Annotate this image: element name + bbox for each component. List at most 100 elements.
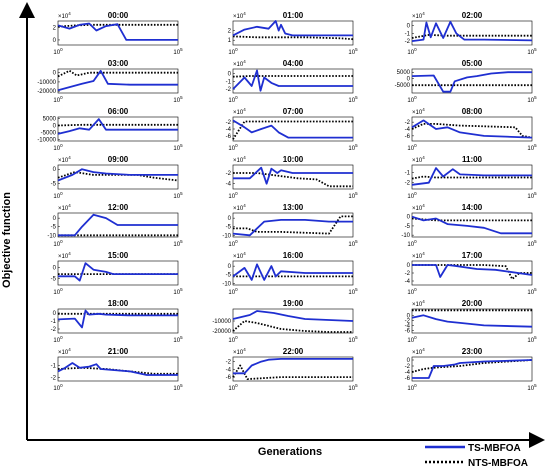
x-tick-exponent: 5 [180, 191, 183, 196]
y-tick-label: -4 [226, 182, 232, 188]
ts-mbfoa-line [411, 215, 532, 235]
x-tick-label: 100 [53, 47, 63, 56]
panel-title: 16:00 [283, 251, 304, 260]
x-tick-exponent: 0 [60, 47, 63, 52]
y-tick-label: -5 [226, 225, 232, 231]
y-multiplier: ×104 [58, 11, 71, 20]
nts-mbfoa-line [233, 172, 353, 188]
x-tick-label: 105 [173, 383, 183, 392]
nts-mbfoa-line [232, 320, 353, 333]
x-tick-label: 100 [53, 287, 63, 296]
y-tick-label: 0 [228, 72, 232, 78]
y-multiplier-exponent: 4 [243, 59, 246, 64]
y-multiplier-exponent: 4 [68, 251, 71, 256]
x-tick-exponent: 5 [355, 47, 358, 52]
y-multiplier-exponent: 4 [422, 11, 425, 16]
x-tick-exponent: 5 [180, 383, 183, 388]
y-tick-label: 0 [407, 24, 411, 30]
nts-mbfoa-line [57, 171, 179, 182]
panel-2200: 22:00 ×104-2-4 -6 100 105 [226, 347, 358, 392]
x-tick-exponent: 0 [235, 47, 238, 52]
x-tick-label: 100 [53, 95, 63, 104]
panel-title: 19:00 [283, 299, 304, 308]
nts-mbfoa-line [411, 217, 532, 222]
panel-title: 06:00 [108, 107, 129, 116]
x-tick-label: 105 [527, 47, 537, 56]
x-tick-exponent: 5 [355, 287, 358, 292]
x-tick-exponent: 5 [534, 287, 537, 292]
x-tick-exponent: 0 [235, 239, 238, 244]
y-multiplier: ×104 [412, 251, 425, 260]
y-tick-label: 0 [53, 216, 57, 222]
y-tick-label: -2 [226, 87, 232, 93]
panel-title: 04:00 [283, 59, 304, 68]
y-tick-label: -2 [226, 171, 232, 177]
x-tick-exponent: 5 [355, 95, 358, 100]
y-tick-label: -6 [405, 376, 411, 382]
x-tick-label: 100 [407, 191, 417, 200]
ts-mbfoa-line [57, 22, 178, 41]
x-tick-label: 100 [407, 95, 417, 104]
x-tick-label: 105 [348, 287, 358, 296]
y-tick-label: -4 [226, 127, 232, 133]
panel-title: 11:00 [462, 155, 483, 164]
x-tick-label: 105 [173, 143, 183, 152]
x-tick-label: 100 [228, 239, 238, 248]
panel-frame [232, 20, 354, 46]
nts-mbfoa-line [411, 123, 533, 139]
x-tick-exponent: 5 [534, 383, 537, 388]
y-tick-label: -6 [405, 328, 411, 334]
panel-frame [57, 68, 179, 94]
y-multiplier: ×104 [58, 251, 71, 260]
x-tick-label: 105 [348, 335, 358, 344]
x-tick-exponent: 0 [414, 95, 417, 100]
x-tick-label: 100 [53, 239, 63, 248]
ts-mbfoa-line [57, 362, 178, 376]
y-tick-label: 0 [228, 264, 232, 270]
x-tick-exponent: 0 [60, 335, 63, 340]
ts-mbfoa-line [233, 166, 353, 185]
y-multiplier-exponent: 4 [68, 203, 71, 208]
y-tick-label: 0 [407, 77, 411, 83]
y-tick-label: 0 [228, 216, 232, 222]
x-tick-exponent: 0 [235, 143, 238, 148]
y-tick-label: 0 [407, 263, 411, 269]
panel-1800: 18:00 0 -1 -2 100 105 [51, 299, 183, 344]
x-tick-label: 100 [407, 47, 417, 56]
y-tick-label: 2 [228, 29, 232, 35]
y-multiplier-exponent: 4 [243, 203, 246, 208]
x-tick-exponent: 5 [180, 335, 183, 340]
x-tick-label: 100 [228, 47, 238, 56]
x-tick-label: 105 [527, 239, 537, 248]
x-tick-label: 100 [407, 143, 417, 152]
x-tick-exponent: 5 [355, 143, 358, 148]
legend: TS-MBFOA NTS-MBFOA [425, 443, 528, 469]
y-tick-label: -10000 [37, 80, 56, 86]
ts-mbfoa-line [232, 20, 353, 37]
x-tick-exponent: 0 [60, 383, 63, 388]
panel-title: 02:00 [462, 11, 483, 20]
x-tick-exponent: 0 [60, 143, 63, 148]
y-tick-label: -6 [405, 134, 411, 140]
y-tick-label: -5000 [395, 83, 411, 89]
y-tick-label: -1 [405, 31, 411, 37]
y-tick-label: -2 [226, 360, 232, 366]
x-tick-exponent: 5 [355, 191, 358, 196]
x-tick-label: 100 [228, 191, 238, 200]
x-tick-exponent: 5 [534, 239, 537, 244]
x-tick-label: 100 [228, 383, 238, 392]
y-tick-label: -2 [226, 120, 232, 126]
y-tick-label: 5000 [397, 70, 411, 76]
y-multiplier: ×104 [233, 251, 246, 260]
x-tick-label: 100 [228, 95, 238, 104]
y-tick-label: -2 [405, 120, 411, 126]
nts-mbfoa-line [232, 35, 354, 41]
y-multiplier: ×104 [233, 11, 246, 20]
x-tick-exponent: 5 [180, 47, 183, 52]
y-multiplier: ×104 [233, 107, 246, 116]
